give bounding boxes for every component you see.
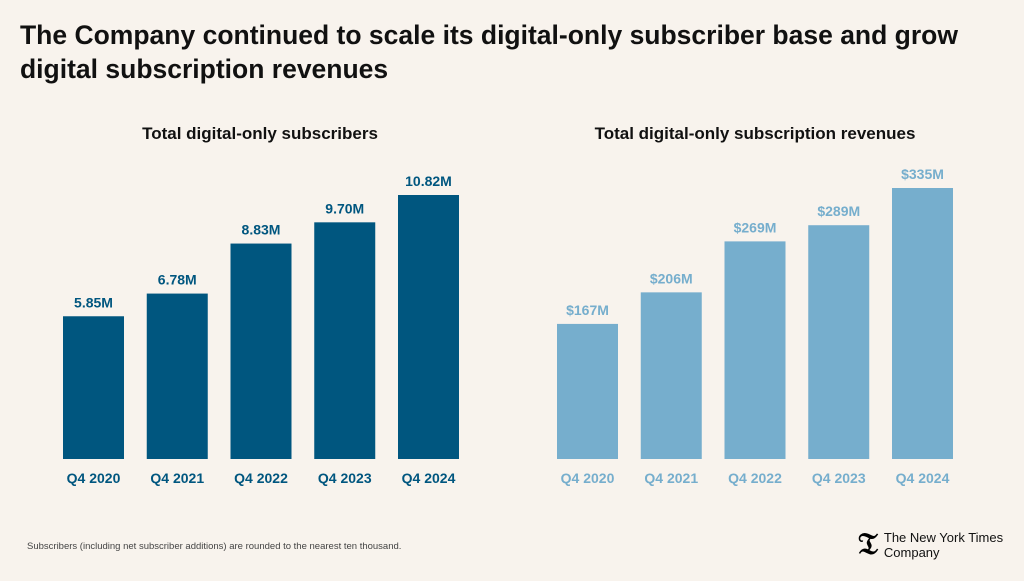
page-title: The Company continued to scale its digit… (20, 20, 958, 84)
x-tick-label: Q4 2022 (234, 470, 288, 486)
logo-line-1: The New York Times (883, 530, 1004, 545)
x-tick-label: Q4 2021 (150, 470, 204, 486)
data-label: $206M (650, 270, 693, 286)
x-tick-label: Q4 2024 (402, 470, 456, 486)
nyt-t-logo-icon: 𝔗 (858, 527, 878, 562)
nyt-logo: 𝔗 The New York Times Company (858, 527, 1004, 562)
data-label: $167M (566, 302, 609, 318)
data-label: 6.78M (158, 272, 197, 288)
bar (892, 188, 953, 459)
x-tick-label: Q4 2020 (67, 470, 121, 486)
bar (63, 316, 124, 459)
footnote: Subscribers (including net subscriber ad… (27, 541, 402, 552)
data-label: $335M (901, 166, 944, 182)
bar (724, 241, 786, 459)
bar (398, 195, 459, 459)
data-label: $269M (734, 219, 777, 235)
x-tick-label: Q4 2023 (812, 470, 866, 486)
x-tick-label: Q4 2022 (728, 470, 782, 486)
bar (640, 292, 702, 459)
x-tick-label: Q4 2024 (896, 470, 950, 486)
bar (230, 243, 292, 459)
x-tick-label: Q4 2020 (561, 470, 615, 486)
bar (808, 225, 870, 459)
bar (557, 323, 618, 459)
logo-line-2: Company (883, 545, 940, 560)
chart-title-subscribers: Total digital-only subscribers (142, 124, 378, 143)
data-label: 8.83M (242, 222, 281, 238)
bar (146, 293, 208, 459)
bar (314, 222, 376, 459)
data-label: 5.85M (74, 294, 113, 310)
x-tick-label: Q4 2023 (318, 470, 372, 486)
chart-title-revenues: Total digital-only subscription revenues (594, 124, 916, 143)
data-label: 9.70M (325, 200, 364, 216)
data-label: 10.82M (405, 173, 452, 189)
x-tick-label: Q4 2021 (644, 470, 698, 486)
data-label: $289M (817, 203, 860, 219)
